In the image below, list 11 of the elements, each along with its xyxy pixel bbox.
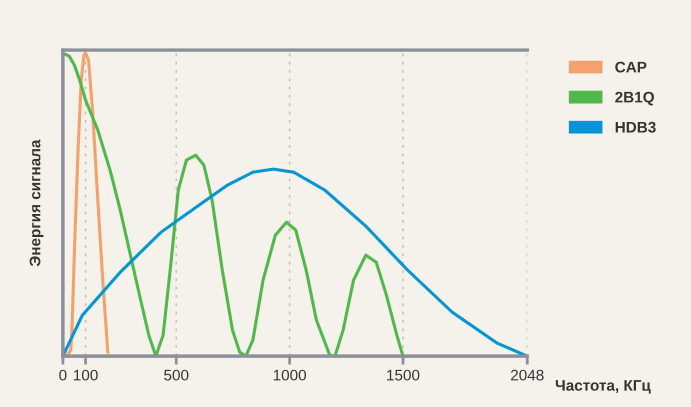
- y-axis-title: Энергия сигнала: [30, 139, 44, 266]
- x-tick-label: 1500: [387, 370, 420, 381]
- x-axis-title: Частота, КГц: [556, 380, 651, 394]
- x-tick-label: 0: [59, 370, 67, 381]
- x-tick-label: 2048: [511, 370, 544, 381]
- x-tick-label: 1000: [274, 370, 306, 381]
- legend-label: HDB3: [616, 122, 656, 133]
- legend-label: 2B1Q: [615, 92, 654, 106]
- x-tick-label: 100: [74, 370, 98, 381]
- legend-label: CAP: [615, 62, 646, 73]
- x-tick-label: 500: [164, 370, 188, 381]
